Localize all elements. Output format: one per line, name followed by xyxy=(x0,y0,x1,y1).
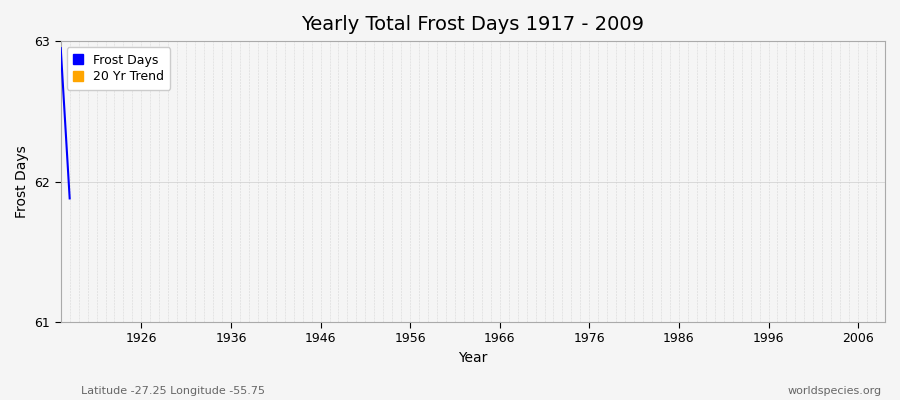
X-axis label: Year: Year xyxy=(458,351,488,365)
Text: worldspecies.org: worldspecies.org xyxy=(788,386,882,396)
Legend: Frost Days, 20 Yr Trend: Frost Days, 20 Yr Trend xyxy=(67,47,170,90)
Title: Yearly Total Frost Days 1917 - 2009: Yearly Total Frost Days 1917 - 2009 xyxy=(302,15,644,34)
Y-axis label: Frost Days: Frost Days xyxy=(15,145,29,218)
Text: Latitude -27.25 Longitude -55.75: Latitude -27.25 Longitude -55.75 xyxy=(81,386,265,396)
